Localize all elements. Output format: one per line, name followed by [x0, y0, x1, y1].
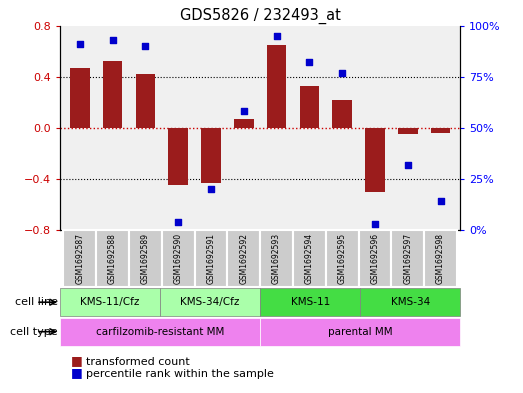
Text: cell line: cell line	[15, 297, 58, 307]
Text: GSM1692595: GSM1692595	[338, 233, 347, 284]
Bar	[365, 128, 385, 191]
Text: percentile rank within the sample: percentile rank within the sample	[86, 369, 274, 379]
Point	[305, 59, 314, 66]
Bar	[162, 230, 195, 287]
Point	[436, 198, 445, 204]
Bar	[332, 99, 352, 128]
Point	[76, 41, 84, 47]
Bar	[60, 288, 160, 316]
Bar	[260, 230, 293, 287]
Text: KMS-34/Cfz: KMS-34/Cfz	[180, 297, 240, 307]
Bar	[103, 61, 122, 128]
Bar	[398, 128, 417, 134]
Text: KMS-34: KMS-34	[391, 297, 430, 307]
Text: GDS5826 / 232493_at: GDS5826 / 232493_at	[180, 7, 340, 24]
Bar	[201, 128, 221, 183]
Text: ■: ■	[71, 366, 82, 379]
Point	[108, 37, 117, 43]
Bar	[160, 288, 260, 316]
Bar	[228, 230, 260, 287]
Point	[174, 219, 183, 225]
Text: GSM1692590: GSM1692590	[174, 233, 183, 284]
Bar	[326, 230, 359, 287]
Bar	[391, 230, 424, 287]
Bar	[260, 318, 460, 346]
Point	[272, 33, 281, 39]
Text: GSM1692592: GSM1692592	[240, 233, 248, 284]
Text: KMS-11/Cfz: KMS-11/Cfz	[81, 297, 140, 307]
Point	[404, 162, 412, 168]
Bar	[195, 230, 228, 287]
Bar	[63, 230, 96, 287]
Bar	[359, 230, 391, 287]
Bar	[293, 230, 326, 287]
Bar	[70, 68, 89, 128]
Point	[207, 186, 215, 192]
Text: GSM1692594: GSM1692594	[305, 233, 314, 284]
Text: GSM1692593: GSM1692593	[272, 233, 281, 284]
Point	[240, 108, 248, 114]
Bar	[135, 74, 155, 128]
Text: carfilzomib-resistant MM: carfilzomib-resistant MM	[96, 327, 224, 337]
Bar	[260, 288, 360, 316]
Bar	[300, 86, 319, 128]
Text: parental MM: parental MM	[328, 327, 393, 337]
Bar	[267, 45, 287, 128]
Point	[338, 70, 346, 76]
Bar	[60, 318, 260, 346]
Bar	[96, 230, 129, 287]
Bar	[234, 119, 254, 128]
Text: transformed count: transformed count	[86, 358, 190, 367]
Text: KMS-11: KMS-11	[291, 297, 330, 307]
Bar	[129, 230, 162, 287]
Text: GSM1692591: GSM1692591	[207, 233, 215, 284]
Text: GSM1692587: GSM1692587	[75, 233, 84, 284]
Text: GSM1692589: GSM1692589	[141, 233, 150, 284]
Point	[141, 43, 150, 49]
Bar	[431, 128, 450, 133]
Bar	[424, 230, 457, 287]
Text: GSM1692588: GSM1692588	[108, 233, 117, 284]
Text: GSM1692598: GSM1692598	[436, 233, 445, 284]
Bar	[360, 288, 460, 316]
Text: GSM1692597: GSM1692597	[403, 233, 412, 284]
Point	[371, 220, 379, 227]
Text: GSM1692596: GSM1692596	[370, 233, 380, 284]
Bar	[168, 128, 188, 185]
Text: ■: ■	[71, 354, 82, 367]
Text: cell type: cell type	[10, 327, 58, 337]
